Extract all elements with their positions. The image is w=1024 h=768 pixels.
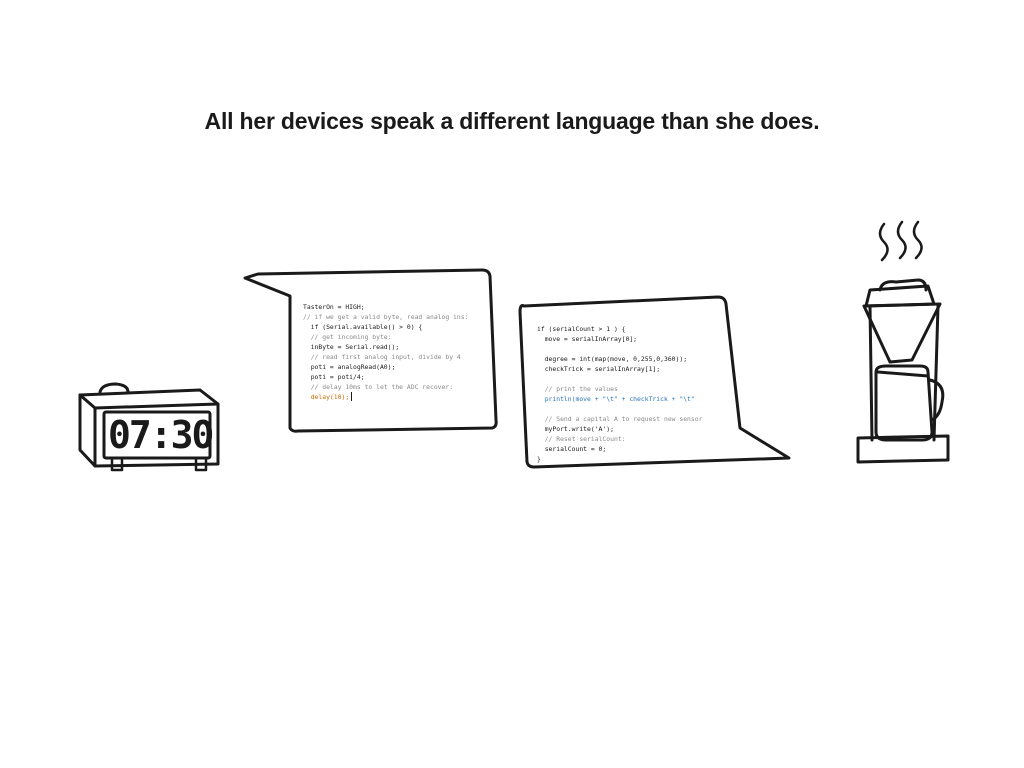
code-line: // Send a capital A to request new senso… bbox=[537, 415, 703, 423]
code-line: checkTrick = serialInArray[1]; bbox=[537, 365, 661, 373]
text-caret bbox=[351, 392, 352, 401]
speech-bubble-right bbox=[518, 295, 791, 469]
slide-caption: All her devices speak a different langua… bbox=[204, 108, 820, 134]
clock-time: 07:30 bbox=[108, 413, 214, 457]
coffee-machine-icon bbox=[856, 278, 950, 464]
code-line: // get incoming byte: bbox=[303, 333, 392, 341]
code-line: myPort.write('A'); bbox=[537, 425, 614, 433]
code-line: delay(10); bbox=[303, 393, 350, 401]
alarm-clock-icon bbox=[78, 382, 220, 472]
code-line: degree = int(map(move, 0,255,0,360)); bbox=[537, 355, 688, 363]
speech-bubble-left bbox=[243, 268, 498, 433]
steam-icon bbox=[878, 220, 923, 262]
code-line: if (serialCount > 1 ) { bbox=[537, 325, 626, 333]
code-line: println(move + "\t" + checkTrick + "\t" bbox=[537, 395, 695, 403]
code-line bbox=[537, 374, 702, 384]
code-line: // print the values bbox=[537, 385, 618, 393]
code-line: if (Serial.available() > 0) { bbox=[303, 323, 423, 331]
code-line: // delay 10ms to let the ADC recover: bbox=[303, 383, 454, 391]
code-line: TasterOn = HIGH; bbox=[303, 303, 365, 311]
code-block-right: if (serialCount > 1 ) { move = serialInA… bbox=[537, 324, 702, 464]
code-line: poti = poti/4; bbox=[303, 373, 365, 381]
code-line: inByte = Serial.read(); bbox=[303, 343, 400, 351]
code-line bbox=[537, 344, 702, 354]
code-line: poti = analogRead(A0); bbox=[303, 363, 396, 371]
code-line: } bbox=[537, 455, 541, 463]
code-line: // Reset serialCount: bbox=[537, 435, 626, 443]
code-line: // read first analog input, divide by 4 bbox=[303, 353, 461, 361]
code-block-left: TasterOn = HIGH; // if we get a valid byt… bbox=[303, 302, 468, 402]
code-line bbox=[537, 404, 702, 414]
code-line: // if we get a valid byte, read analog i… bbox=[303, 313, 469, 321]
code-line: serialCount = 0; bbox=[537, 445, 607, 453]
code-line: move = serialInArray[0]; bbox=[537, 335, 638, 343]
